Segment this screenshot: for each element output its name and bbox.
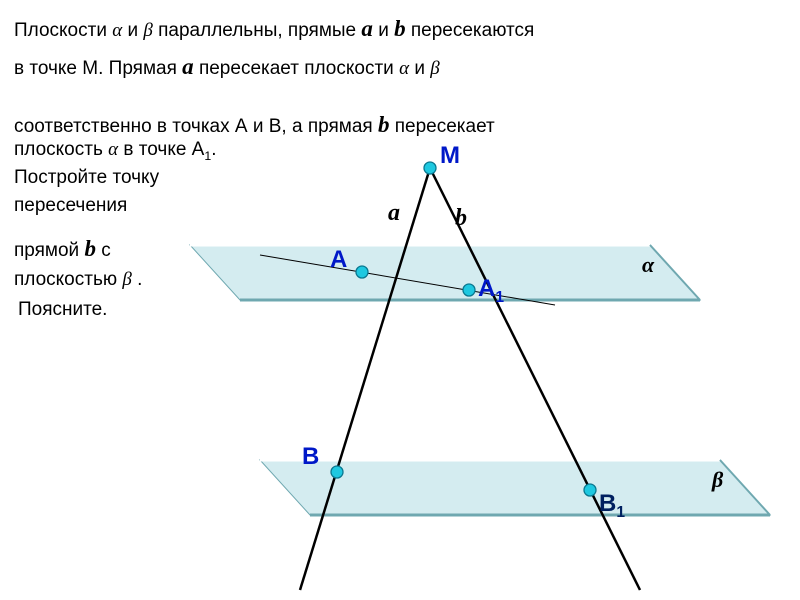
plane-alpha [190, 245, 700, 300]
point-b1 [584, 484, 596, 496]
geometry-diagram [0, 0, 800, 600]
problem-line4: плоскость α в точке А1. [14, 136, 217, 165]
problem-line2: в точке М. Прямая a пересекает плоскости… [14, 50, 440, 85]
label-m: М [440, 142, 460, 170]
problem-line8: плоскостью β . [14, 266, 142, 295]
label-b: b [455, 205, 467, 232]
point-b [331, 466, 343, 478]
point-a1 [463, 284, 475, 296]
label-point-b1: В1 [599, 490, 625, 522]
label-point-a: А [330, 246, 347, 274]
problem-line5: Постройте точку [14, 164, 159, 193]
problem-line6: пересечения [14, 192, 127, 221]
label-a: a [388, 200, 400, 227]
problem-line1: Плоскости α и β параллельны, прямые a и … [14, 12, 534, 47]
label-plane-beta: β [712, 467, 723, 493]
problem-line7: прямой b с [14, 232, 111, 267]
label-point-b: В [302, 443, 319, 471]
point-a [356, 266, 368, 278]
line-a [300, 168, 430, 590]
label-point-a1: А1 [478, 275, 504, 307]
point-m [424, 162, 436, 174]
problem-line9: Поясните. [18, 296, 107, 325]
label-plane-alpha: α [642, 252, 654, 278]
